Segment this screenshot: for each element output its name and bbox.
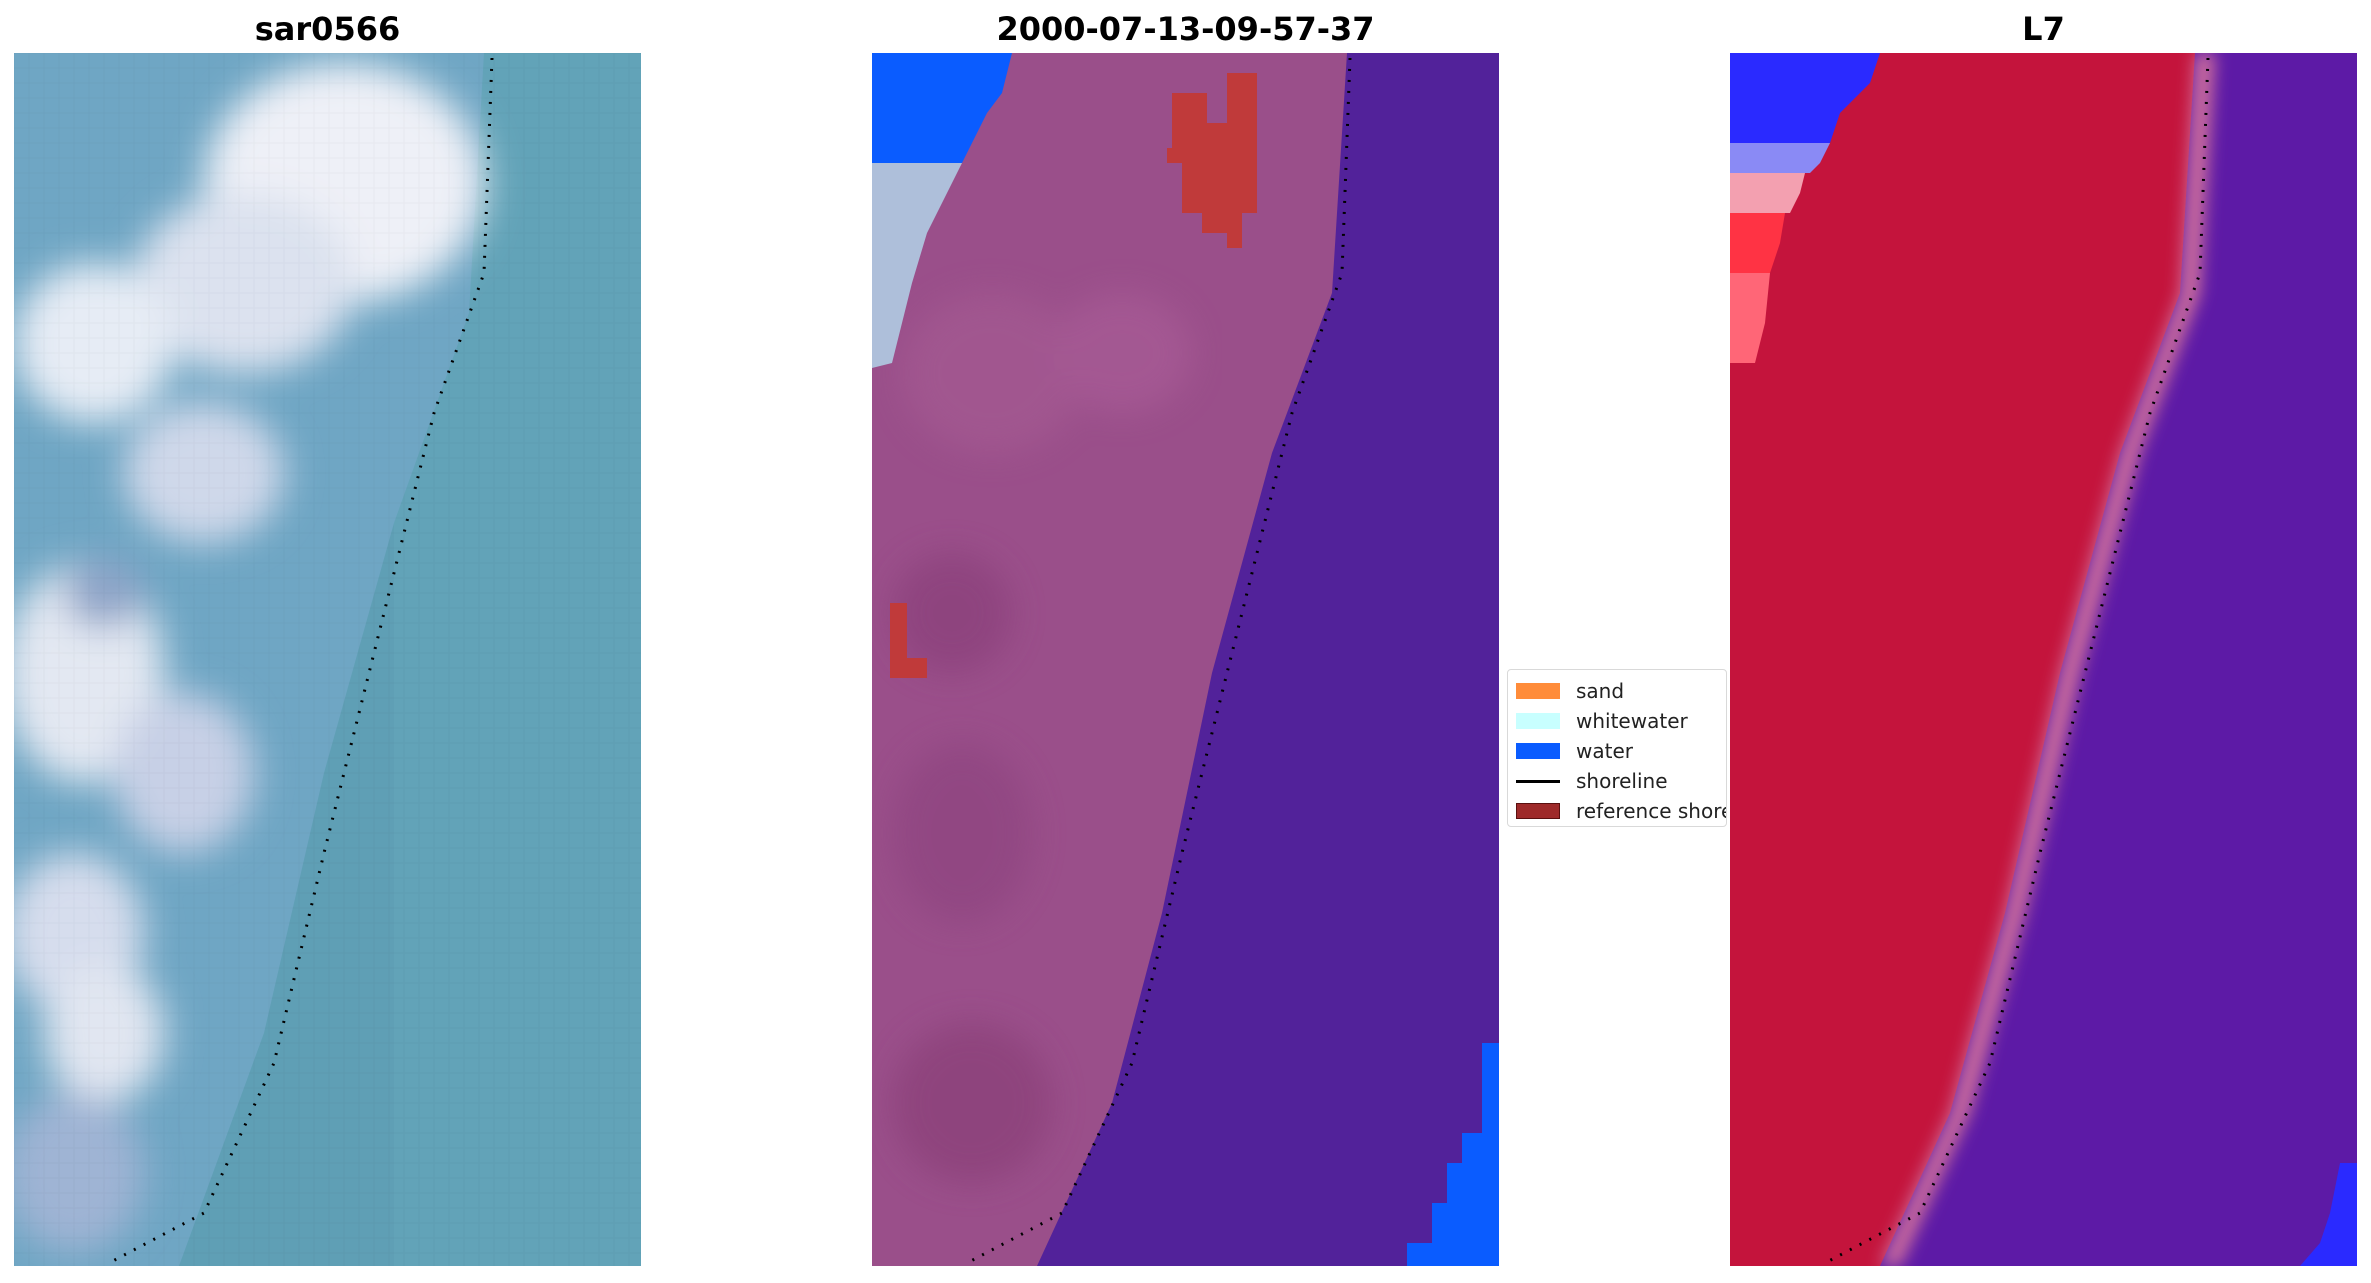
- water-blue-patch: [872, 53, 1012, 163]
- index-image: [1730, 53, 2357, 1266]
- index-blue-bottom: [2300, 1163, 2357, 1266]
- reference-shoreline-patch: [1167, 73, 1257, 248]
- index-image-panel: [1730, 53, 2357, 1266]
- legend-item-shoreline: shoreline: [1516, 768, 1668, 794]
- whitewater-swatch: [1516, 713, 1560, 729]
- sand-swatch: [1516, 683, 1560, 699]
- legend-label-sand: sand: [1576, 679, 1625, 703]
- panel-title-rgb: sar0566: [254, 10, 401, 48]
- reference-shoreline-swatch: [1516, 803, 1560, 819]
- whitewater-patch: [872, 163, 962, 368]
- shoreline-swatch: [1516, 779, 1560, 783]
- classified-image-panel: [872, 53, 1499, 1266]
- legend-item-whitewater: whitewater: [1516, 708, 1688, 734]
- index-blue-top: [1730, 53, 1880, 143]
- panel-title-index: L7: [2022, 10, 2065, 48]
- rgb-image-panel: [14, 53, 641, 1266]
- land-index-area: [1730, 53, 2195, 1266]
- legend-item-reference-shoreline: reference shoreline: [1516, 798, 1726, 824]
- water-swatch: [1516, 743, 1560, 759]
- water-blue-patch-2: [1407, 1043, 1499, 1266]
- panel-title-classified: 2000-07-13-09-57-37: [996, 10, 1375, 48]
- legend-item-water: water: [1516, 738, 1633, 764]
- legend: sand whitewater water shoreline referenc…: [1507, 669, 1727, 827]
- legend-label-whitewater: whitewater: [1576, 709, 1688, 733]
- legend-label-shoreline: shoreline: [1576, 769, 1668, 793]
- legend-label-water: water: [1576, 739, 1633, 763]
- rgb-image: [14, 53, 641, 1266]
- legend-label-reference-shoreline: reference shoreline: [1576, 799, 1726, 823]
- classified-image: [872, 53, 1499, 1266]
- reference-shoreline-patch-2: [890, 603, 927, 678]
- legend-item-sand: sand: [1516, 678, 1624, 704]
